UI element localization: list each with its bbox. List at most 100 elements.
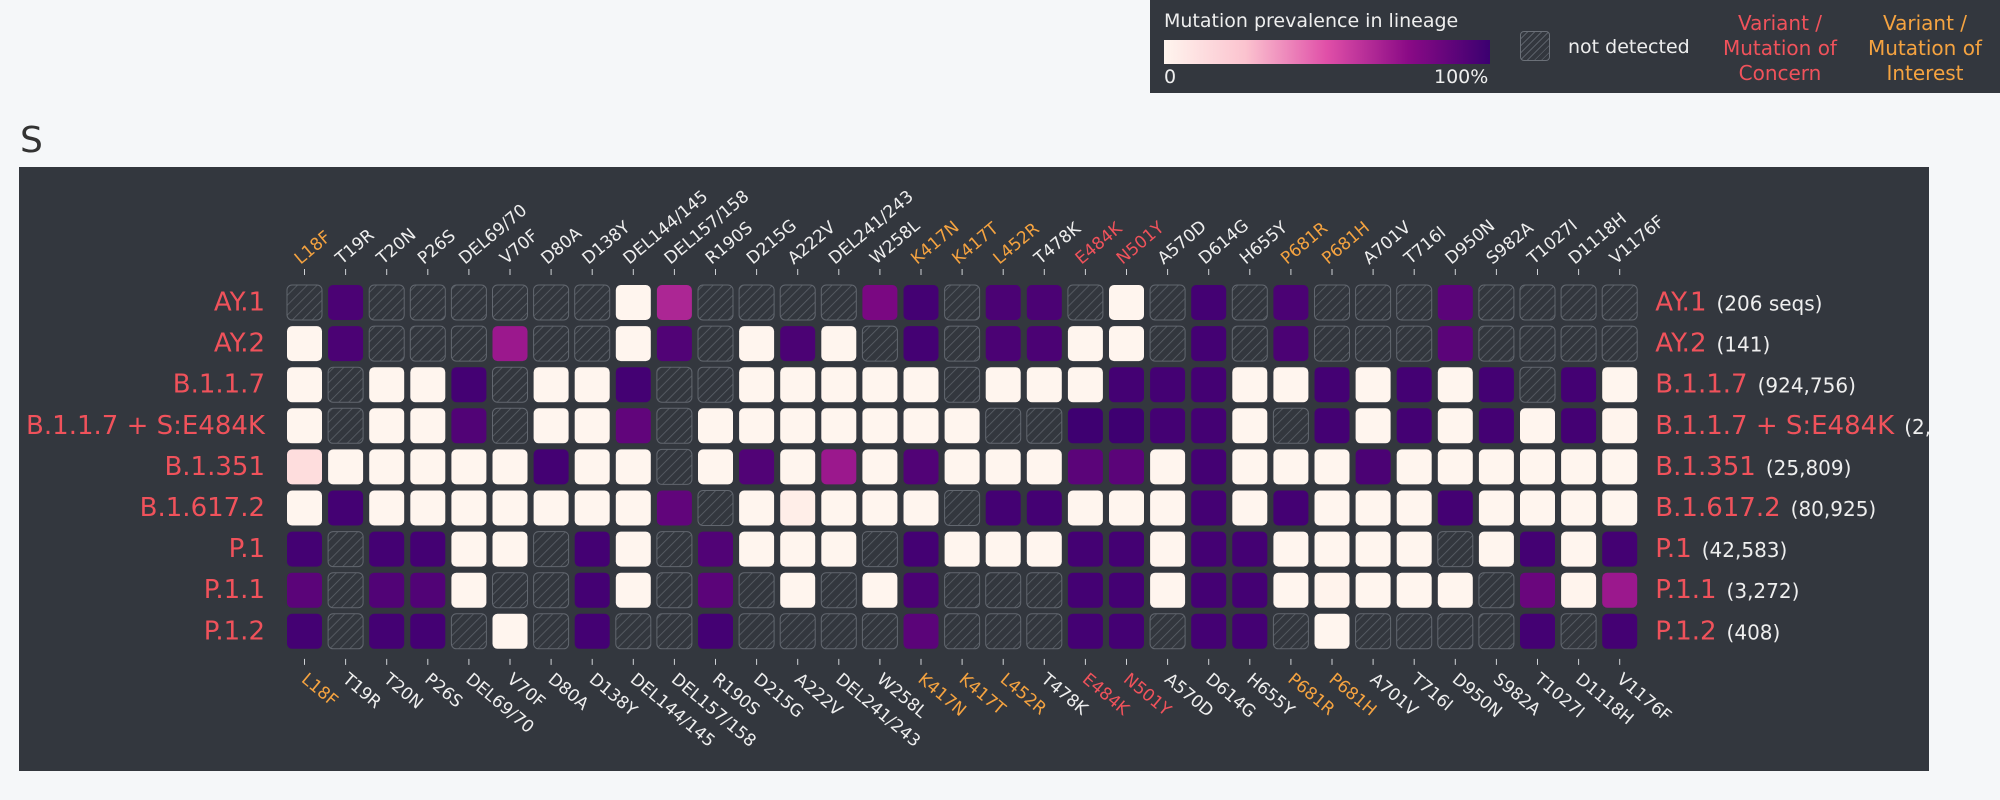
heatmap-cell [533,490,569,526]
heatmap-cell [1602,531,1638,567]
heatmap-cell [862,285,898,320]
heatmap-cell [739,326,775,362]
heatmap-cell [698,408,733,444]
heatmap-cell [738,572,775,609]
mutation-label-top: T19R [331,225,378,269]
heatmap-cell [656,448,693,485]
heatmap-cell [1026,531,1062,567]
heatmap-cell [409,284,446,321]
legend-voc-label: Variant / Mutation of Concern [1723,11,1837,85]
heatmap-cell [1396,531,1432,567]
heatmap-cell [1561,449,1597,485]
mutation-label-top: P26S [414,226,460,269]
mutation-label-top: T20N [372,225,420,270]
heatmap-cell [1355,531,1391,567]
heatmap-cell [492,531,528,567]
heatmap-cell [1314,572,1350,608]
lineage-seq-count: (408) [1727,620,1781,644]
heatmap-cell [1560,613,1597,650]
heatmap-cell [287,531,322,567]
heatmap-cell [944,490,981,526]
heatmap-cell [861,531,898,568]
heatmap-cell [1602,490,1638,526]
heatmap-cell [1396,284,1433,321]
heatmap-cell [779,613,816,650]
heatmap-cell [697,490,734,526]
heatmap-cell [944,284,981,321]
heatmap-cell [944,408,980,444]
lineage-label-left: B.1.351 [164,452,265,482]
heatmap-cell [451,490,487,526]
heatmap-cell [739,449,775,485]
heatmap-cell [1067,326,1103,362]
heatmap-cell [533,325,570,362]
heatmap-cell [697,325,734,362]
heatmap-cell [821,449,857,485]
heatmap-cell [1026,449,1062,485]
heatmap-panel: L18F L18F T19R T19R T20N T20N P26S P26S DEL69/70… [19,167,1929,771]
legend-voi-label: Variant / Mutation of Interest [1868,11,1982,85]
heatmap-cell [1478,531,1514,567]
heatmap-cell [1067,613,1103,649]
heatmap-cell [1355,490,1391,526]
heatmap-cell [1314,449,1350,485]
heatmap-cell [409,325,446,362]
heatmap-cell [1026,326,1062,362]
heatmap-cell [1273,449,1309,485]
legend-color-gradient [1164,40,1490,64]
lineage-seq-count: (141) [1716,333,1770,357]
heatmap-cell [1561,408,1597,444]
heatmap-cell [738,284,775,321]
heatmap-cell [1561,367,1597,403]
heatmap-cell [451,449,487,485]
heatmap-cell [780,408,816,444]
legend: Mutation prevalence in lineage 0 100% no… [1150,0,2000,93]
mutation-label-bottom: T478K [1036,669,1092,720]
heatmap-cell [862,367,898,403]
heatmap-cell [985,613,1022,650]
heatmap-cell [615,285,651,320]
heatmap-cell [574,408,610,444]
heatmap-cell [1602,367,1638,403]
heatmap-cell [779,284,816,321]
heatmap-cell [821,531,857,567]
heatmap-cell [1520,408,1555,444]
heatmap-cell [410,572,446,608]
heatmap-cell [328,449,364,485]
heatmap-cell [1026,490,1062,526]
mutation-label-top: L452R [990,219,1044,269]
lineage-label-right: B.1.617.2 (80,925) [1655,493,1876,523]
heatmap-cell [985,531,1021,567]
heatmap-cell [410,531,446,567]
heatmap-cell [1437,572,1473,608]
heatmap-cell [533,284,570,321]
heatmap-cell [1355,572,1391,608]
heatmap-cell [780,449,816,485]
heatmap-cell [327,366,364,403]
heatmap-cell [492,407,528,444]
lineage-seq-count: (206 seqs) [1716,292,1822,316]
heatmap-cell [1437,326,1473,362]
heatmap-cell [410,490,446,526]
heatmap-cell [985,285,1021,320]
heatmap-cell [287,326,322,362]
heatmap-cell [1602,613,1638,649]
heatmap-cell [1314,284,1350,321]
heatmap-cell [1231,325,1268,362]
heatmap-cell [451,367,487,403]
mutation-label-bottom: L18F [297,669,341,711]
mutation-label-bottom: L452R [996,669,1050,719]
lineage-seq-count: (80,925) [1791,497,1877,521]
heatmap-cell [1561,572,1597,608]
heatmap-cell [698,572,733,608]
heatmap-cell [1150,449,1186,485]
heatmap-cell [698,613,733,649]
heatmap-cell [287,490,322,526]
heatmap-cell [1478,325,1515,362]
heatmap-cell [1150,572,1186,608]
heatmap-cell [944,325,981,362]
heatmap-cell [1191,531,1227,567]
heatmap-cell [1109,490,1144,526]
lineage-label-right: P.1.2 (408) [1655,616,1780,646]
heatmap-cell [1191,326,1227,362]
